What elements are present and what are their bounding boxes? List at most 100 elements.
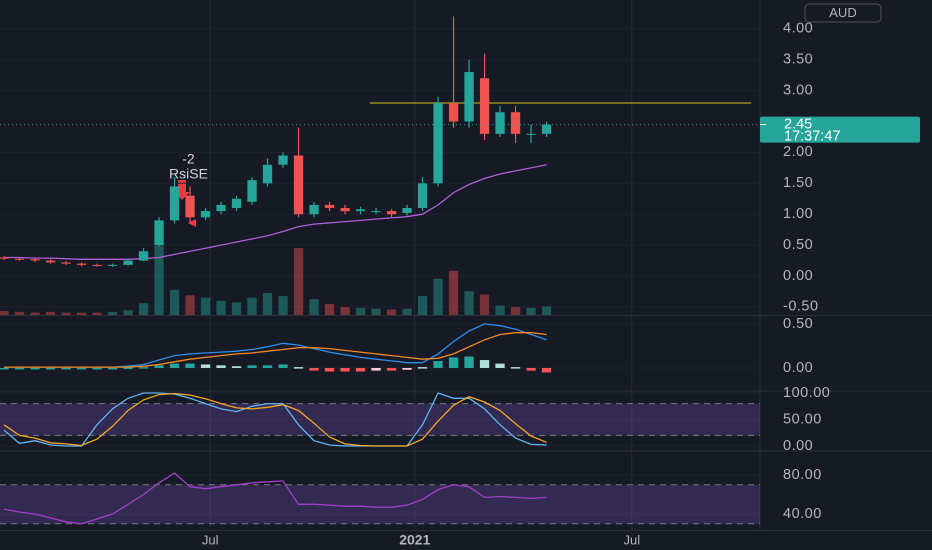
candle-body <box>138 251 149 261</box>
x-tick-label: Jul <box>623 532 640 547</box>
histogram-bar <box>340 367 350 372</box>
histogram-bar <box>123 367 133 370</box>
candle-body <box>479 78 490 134</box>
histogram-bar <box>14 367 25 370</box>
histogram-bar <box>45 367 56 370</box>
y-tick-label: 0.00 <box>783 438 813 454</box>
candle-body <box>278 155 288 165</box>
volume-bar <box>200 297 211 315</box>
y-tick-label: 3.00 <box>783 82 813 98</box>
volume-bar <box>92 312 102 315</box>
candle-body <box>495 112 505 134</box>
histogram-bar <box>479 360 490 368</box>
candle-body <box>247 180 257 202</box>
candle-body <box>355 209 366 212</box>
volume-bar <box>324 303 335 315</box>
last-price-box <box>760 116 920 143</box>
histogram-bar <box>61 367 71 370</box>
histogram-bar <box>526 367 536 371</box>
candle-body <box>526 133 536 135</box>
volume-bar <box>107 311 118 315</box>
histogram-bar <box>231 366 242 368</box>
volume-bar <box>262 292 273 315</box>
volume-bar <box>61 312 71 315</box>
histogram-bar <box>417 367 428 369</box>
candle-body <box>169 186 180 221</box>
candle-body <box>541 124 552 134</box>
volume-bar <box>433 278 443 315</box>
volume-bar <box>185 295 195 315</box>
annotation: RsiSE <box>169 165 208 181</box>
volume-bar <box>169 289 180 315</box>
volume-bar <box>464 291 474 315</box>
y-tick-label: 0.00 <box>783 268 813 284</box>
volume-bar <box>216 300 226 315</box>
candle-body <box>386 211 397 215</box>
histogram-bar <box>464 356 474 368</box>
candle-body <box>371 211 381 213</box>
y-tick-label: 1.50 <box>783 175 813 191</box>
indicator-line <box>3 392 547 447</box>
histogram-bar <box>200 364 211 368</box>
volume-bar <box>526 307 536 315</box>
y-tick-label: 100.00 <box>783 385 830 401</box>
candle-body <box>154 220 164 246</box>
y-tick-label: -0.50 <box>783 299 819 315</box>
volume-bar <box>30 312 40 315</box>
y-tick-label: 1.00 <box>783 206 813 222</box>
volume-bar <box>154 245 164 315</box>
candle-body <box>0 257 9 259</box>
candle-body <box>14 258 25 260</box>
countdown-label: 17:37:47 <box>784 128 840 144</box>
histogram-bar <box>324 367 335 372</box>
candle-body <box>510 112 521 134</box>
currency-box[interactable] <box>804 3 882 23</box>
candle-body <box>200 211 211 218</box>
y-tick-label: 0.50 <box>783 316 813 332</box>
volume-bar <box>247 297 257 315</box>
candle-body <box>340 208 350 212</box>
candle-body <box>92 264 102 266</box>
volume-bar <box>76 312 87 315</box>
histogram-bar <box>76 367 87 370</box>
volume-bar <box>278 296 288 315</box>
histogram-bar <box>510 367 521 369</box>
candle-body <box>464 72 474 122</box>
candle-body <box>262 164 273 184</box>
histogram-bar <box>386 367 397 371</box>
x-tick-label: 2021 <box>399 532 430 548</box>
histogram-bar <box>30 367 40 370</box>
histogram-bar <box>262 365 273 368</box>
last-price-label: 2.45 <box>784 116 812 132</box>
volume-bar <box>0 311 9 315</box>
candle-body <box>61 262 71 264</box>
volume-bar <box>293 248 304 315</box>
histogram-bar <box>107 367 118 370</box>
indicator-line <box>4 164 547 260</box>
candle-body <box>324 204 335 209</box>
histogram-bar <box>154 365 164 368</box>
histogram-bar <box>92 367 102 370</box>
volume-bar <box>402 308 412 315</box>
band-fill <box>0 484 760 524</box>
candle-body <box>123 260 133 265</box>
volume-bar <box>123 310 133 315</box>
candle-body <box>185 195 195 218</box>
candle-body <box>107 264 118 266</box>
indicator-line <box>3 392 547 447</box>
histogram-bar <box>371 367 381 371</box>
volume-bar <box>138 303 149 315</box>
y-tick-label: 2.00 <box>783 144 813 160</box>
y-tick-label: 4.00 <box>783 21 813 37</box>
candle-body <box>433 102 443 184</box>
candle-body <box>309 204 319 215</box>
indicator-line <box>4 332 547 368</box>
band-fill <box>0 403 760 436</box>
candle-body <box>417 183 428 209</box>
signal-marker <box>188 219 196 227</box>
volume-bar <box>386 309 397 315</box>
histogram-bar <box>448 357 459 368</box>
indicator-line <box>3 472 547 525</box>
